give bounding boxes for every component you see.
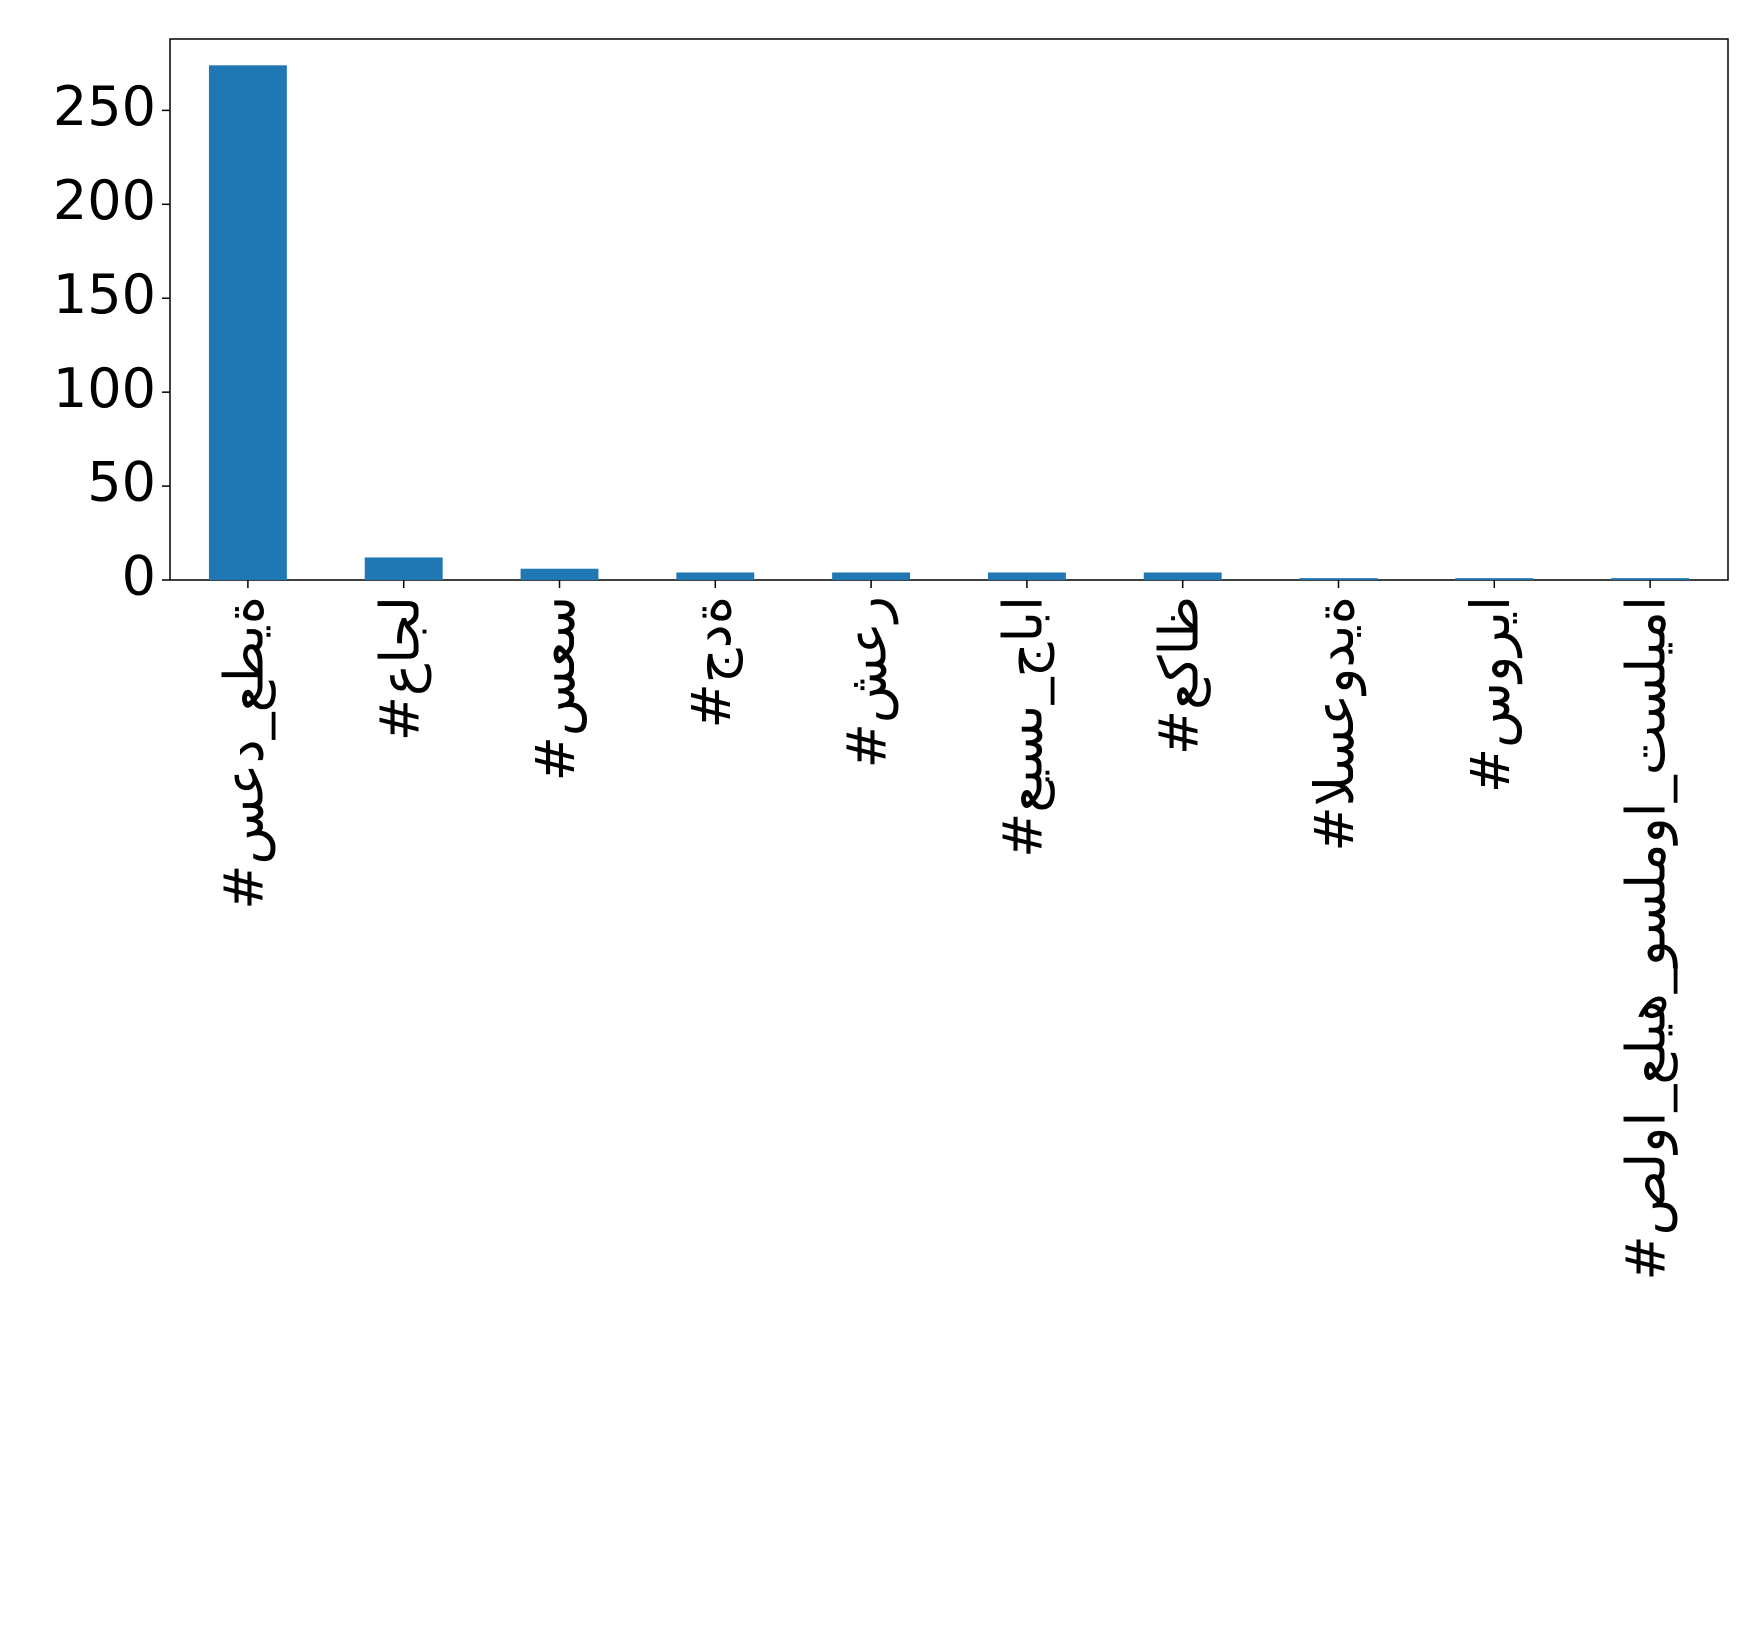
bar xyxy=(1143,572,1222,580)
y-tick-label: 50 xyxy=(87,451,156,514)
bar xyxy=(364,557,443,580)
x-tick-label: #جدة xyxy=(680,596,743,728)
x-tick-label: #سعد_عطية xyxy=(213,596,277,910)
bar xyxy=(987,572,1066,580)
x-tick-label: #السعودية xyxy=(1303,596,1366,852)
x-tick-label: #شعر xyxy=(836,596,899,768)
y-tick-label: 150 xyxy=(53,263,156,326)
x-tick-label: #صلوا_عليه_وسلموا_تسليما xyxy=(1615,596,1679,1281)
bar xyxy=(1611,578,1690,580)
x-tick-label: #سوريا xyxy=(1459,596,1522,793)
y-tick-label: 250 xyxy=(53,75,156,138)
x-tick-label: #عيسى_جابا xyxy=(992,596,1056,858)
bar xyxy=(208,65,287,581)
x-tick-label: #عاجل xyxy=(368,596,431,741)
y-tick-label: 0 xyxy=(122,545,156,608)
bar xyxy=(1299,578,1378,580)
y-tick-label: 200 xyxy=(53,169,156,232)
x-tick-label: #سعس xyxy=(524,596,587,781)
y-tick-label: 100 xyxy=(53,357,156,420)
bar xyxy=(1455,578,1534,580)
bar xyxy=(832,572,911,580)
bar xyxy=(520,568,599,580)
x-tick-label: #عكاظ xyxy=(1147,596,1211,755)
plot-frame xyxy=(169,38,1729,581)
bar xyxy=(676,572,755,580)
